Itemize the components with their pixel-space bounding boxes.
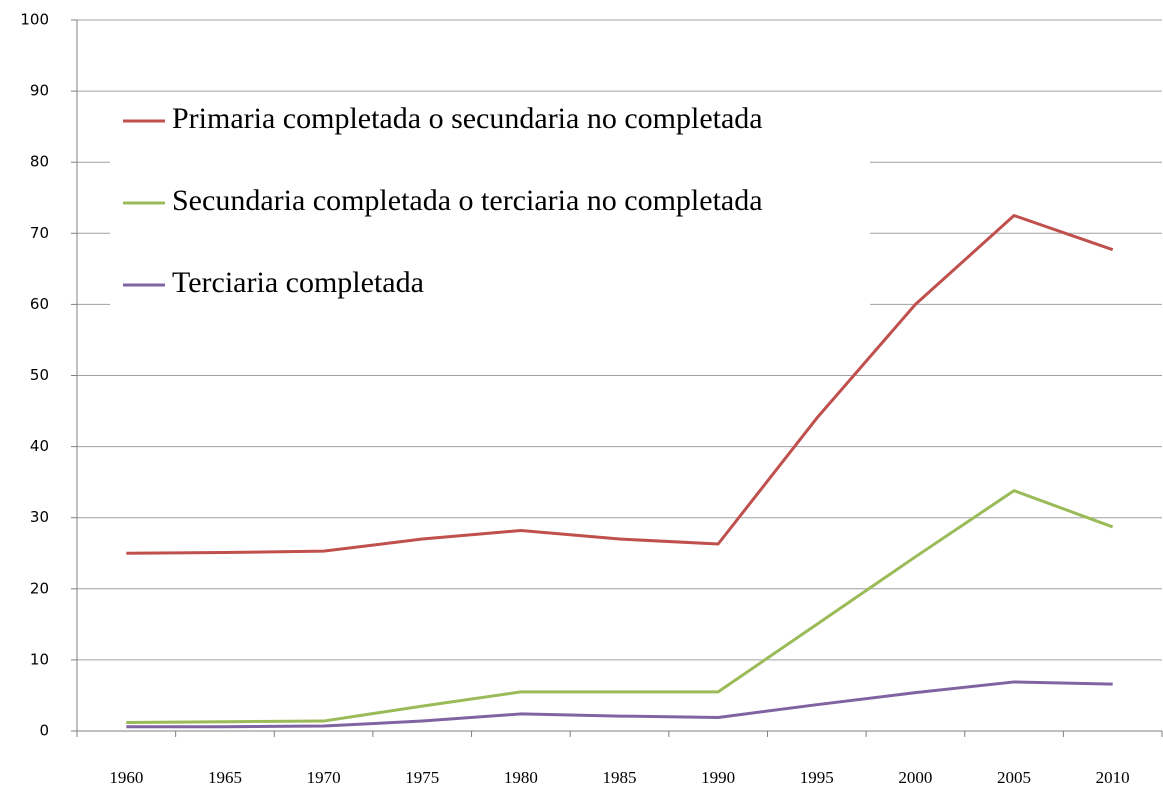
y-tick-label: 40 (30, 437, 49, 455)
series-line (126, 489, 1114, 724)
x-tick-label: 1975 (405, 768, 439, 787)
legend-box (110, 92, 870, 314)
series-line (126, 680, 1113, 729)
legend-label: Secundaria completada o terciaria no com… (172, 184, 763, 217)
y-tick-label: 70 (30, 224, 49, 242)
x-tick-label: 1995 (800, 768, 834, 787)
x-tick-label: 2000 (898, 768, 932, 787)
x-tick-label: 1960 (109, 768, 143, 787)
x-tick-label: 1985 (603, 768, 637, 787)
y-tick-label: 20 (30, 579, 49, 597)
y-tick-label: 50 (30, 366, 49, 384)
y-tick-label: 60 (30, 295, 49, 313)
y-tick-label: 90 (30, 82, 49, 100)
legend-label: Primaria completada o secundaria no comp… (172, 102, 763, 135)
x-tick-label: 1970 (307, 768, 341, 787)
x-tick-label: 2005 (997, 768, 1031, 787)
legend-label: Terciaria completada (172, 266, 424, 299)
y-tick-label: 30 (30, 508, 49, 526)
x-tick-label: 2010 (1096, 768, 1130, 787)
x-tick-label: 1990 (701, 768, 735, 787)
x-tick-label: 1980 (504, 768, 538, 787)
series-line (126, 214, 1114, 555)
y-tick-label: 0 (39, 722, 49, 740)
y-tick-label: 100 (20, 11, 49, 29)
x-tick-label: 1965 (208, 768, 242, 787)
y-tick-label: 80 (30, 153, 49, 171)
y-tick-label: 10 (30, 650, 49, 668)
